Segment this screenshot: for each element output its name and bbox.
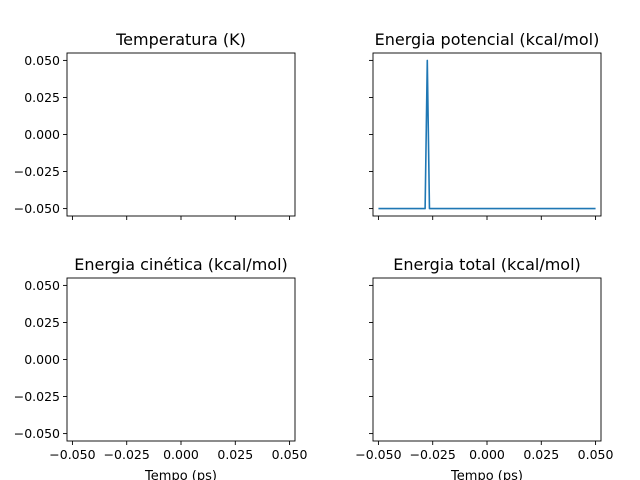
- plot-frame: [66, 52, 296, 217]
- y-tick-label-0-000: 0.000: [24, 127, 60, 142]
- subplot-energia-cinetica: Energia cinética (kcal/mol) −0.050 −0.025 0…: [14, 255, 308, 480]
- subplot-energia-total: Energia total (kcal/mol) −0.050 −0.025 0.00…: [355, 255, 613, 480]
- y-tick-label-0-025: 0.025: [24, 315, 60, 330]
- y-tick-label-0-025: 0.025: [24, 90, 60, 105]
- y-tick-label-minus0-025: −0.025: [14, 164, 60, 179]
- y-tick-label-0-050: 0.050: [24, 53, 60, 68]
- y-tick-label-0-050: 0.050: [24, 278, 60, 293]
- series-line-0: [378, 59, 596, 210]
- chart-title: Energia cinética (kcal/mol): [74, 255, 288, 274]
- x-axis-label: Tempo (ps): [450, 469, 523, 480]
- plot-frame: [372, 52, 602, 217]
- x-tick-label-0-000: 0.000: [469, 447, 505, 462]
- y-tick-label-minus0-025: −0.025: [14, 389, 60, 404]
- subplot-temperatura: Temperatura (K) 0.050 0.025 0.000 −0.025 −0.0…: [14, 30, 296, 220]
- plot-frame: [372, 277, 602, 442]
- y-tick-label-minus0-050: −0.050: [14, 201, 60, 216]
- y-tick-label-minus0-050: −0.050: [14, 426, 60, 441]
- x-tick-label-0-025: 0.025: [523, 447, 559, 462]
- x-axis-label: Tempo (ps): [144, 469, 217, 480]
- plot-frame: [66, 277, 296, 442]
- x-tick-label-minus0-050: −0.050: [49, 447, 95, 462]
- x-tick-label-minus0-025: −0.025: [104, 447, 150, 462]
- y-tick-label-0-000: 0.000: [24, 352, 60, 367]
- x-tick-label-0-000: 0.000: [163, 447, 199, 462]
- x-tick-label-0-050: 0.050: [272, 447, 308, 462]
- x-tick-label-minus0-050: −0.050: [355, 447, 401, 462]
- chart-title: Temperatura (K): [115, 30, 246, 49]
- x-tick-label-minus0-025: −0.025: [410, 447, 456, 462]
- chart-title: Energia potencial (kcal/mol): [375, 30, 600, 49]
- x-tick-label-0-050: 0.050: [578, 447, 614, 462]
- x-tick-label-0-025: 0.025: [217, 447, 253, 462]
- subplot-energia-potencial: Energia potencial (kcal/mol): [369, 30, 602, 220]
- chart-title: Energia total (kcal/mol): [393, 255, 581, 274]
